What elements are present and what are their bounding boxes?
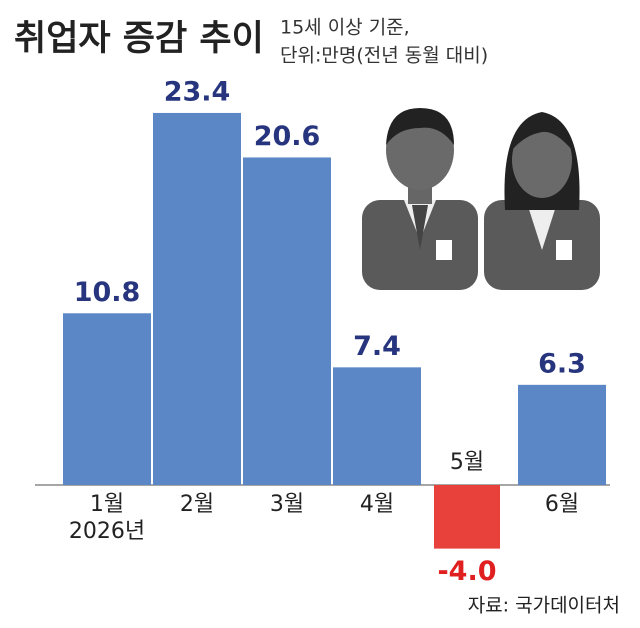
people-illustration bbox=[362, 108, 600, 290]
bar bbox=[63, 313, 151, 485]
x-tick-label: 1월 bbox=[90, 492, 124, 517]
x-tick-label: 3월 bbox=[270, 492, 304, 517]
source: 자료: 국가데이터처 bbox=[468, 595, 620, 617]
bar bbox=[333, 367, 421, 485]
value-label: 10.8 bbox=[74, 277, 141, 308]
value-label: 6.3 bbox=[538, 348, 586, 379]
bar bbox=[518, 384, 606, 485]
value-label: 20.6 bbox=[254, 121, 321, 152]
x-tick-label: 2월 bbox=[180, 492, 214, 517]
chart-subtitle: 단위:만명(전년 동월 대비) bbox=[280, 45, 488, 67]
year-label: 2026년 bbox=[69, 519, 145, 544]
x-tick-label: 4월 bbox=[360, 492, 394, 517]
value-label: -4.0 bbox=[437, 556, 496, 587]
chart-title: 취업자 증감 추이 bbox=[14, 19, 264, 59]
bar bbox=[243, 157, 331, 485]
value-label: 7.4 bbox=[353, 331, 401, 362]
value-label: 23.4 bbox=[164, 76, 231, 107]
chart-subtitle: 15세 이상 기준, bbox=[280, 17, 410, 39]
bar bbox=[434, 485, 500, 549]
x-tick-label: 6월 bbox=[545, 492, 579, 517]
bar bbox=[153, 112, 241, 485]
x-tick-label: 5월 bbox=[450, 450, 484, 475]
